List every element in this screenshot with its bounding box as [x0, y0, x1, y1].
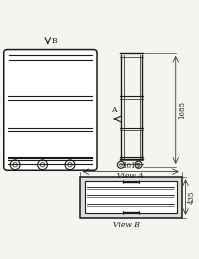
Text: 435: 435: [187, 190, 196, 204]
FancyBboxPatch shape: [4, 49, 97, 170]
Text: View A: View A: [117, 172, 144, 180]
Text: View B: View B: [113, 221, 140, 229]
Text: 1685: 1685: [178, 101, 186, 119]
Bar: [85, 181, 177, 213]
Text: B: B: [52, 37, 57, 45]
Text: A: A: [111, 106, 117, 114]
Bar: [80, 177, 182, 218]
Text: 1015: 1015: [122, 162, 140, 170]
